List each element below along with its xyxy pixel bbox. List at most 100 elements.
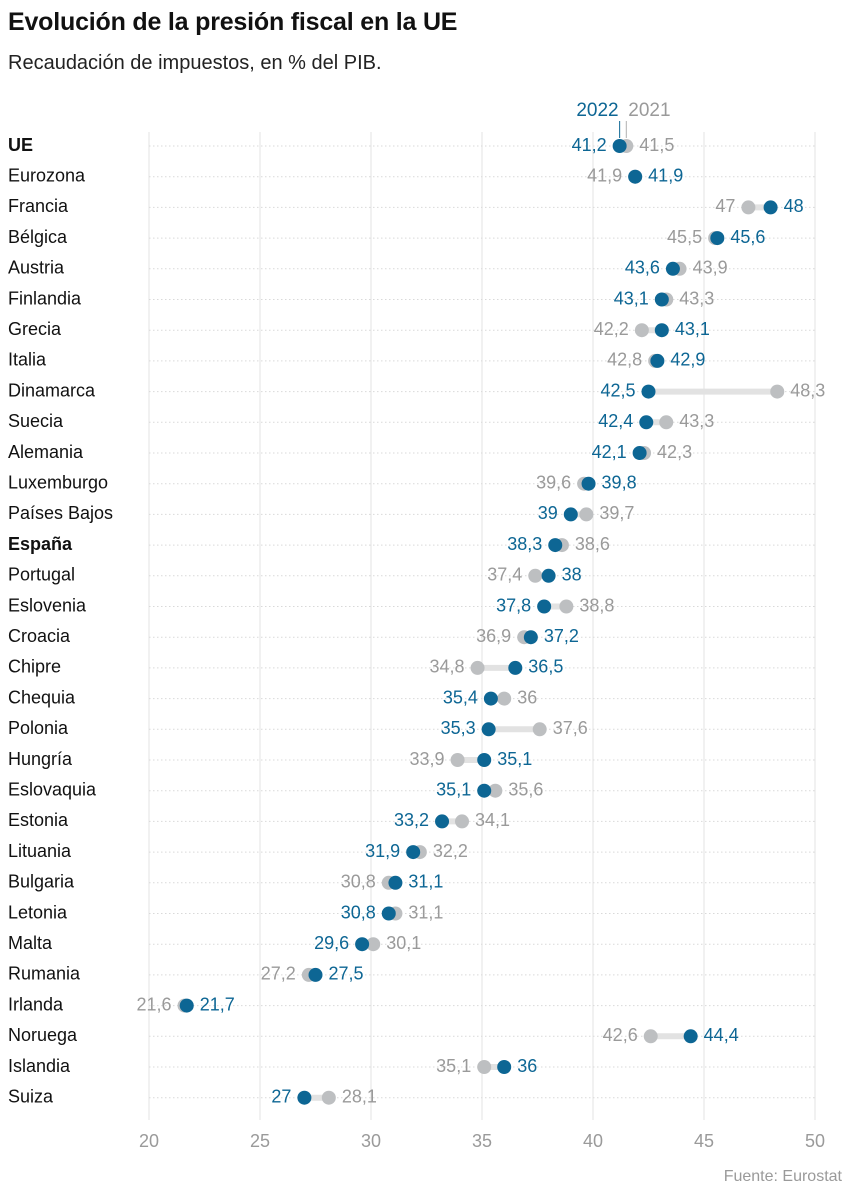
value-label-2022: 38,3 — [507, 534, 542, 554]
country-label: Suecia — [8, 411, 64, 431]
value-label-2022: 38 — [562, 565, 582, 585]
country-label: Chequia — [8, 687, 76, 707]
value-label-2022: 41,2 — [572, 135, 607, 155]
value-label-2021: 39,7 — [599, 503, 634, 523]
value-label-2021: 41,5 — [639, 135, 674, 155]
value-label-2022: 39,8 — [602, 472, 637, 492]
dot-2022 — [477, 753, 492, 767]
value-label-2022: 21,7 — [200, 994, 235, 1014]
value-label-2021: 43,3 — [679, 288, 714, 308]
dot-2022 — [654, 323, 669, 338]
country-label: Bélgica — [8, 227, 68, 247]
dot-2022 — [650, 353, 665, 368]
value-label-2022: 43,6 — [625, 258, 660, 278]
value-label-2022: 37,8 — [496, 595, 531, 615]
dot-2022 — [355, 937, 370, 952]
dot-2022 — [508, 660, 523, 675]
dot-2022 — [308, 967, 323, 982]
dot-2021 — [488, 783, 503, 798]
legend-2021: 2021 — [628, 100, 670, 121]
country-label: UE — [8, 135, 33, 155]
x-tick-label: 50 — [805, 1131, 825, 1151]
dot-2021 — [450, 753, 465, 767]
dot-2022 — [548, 538, 563, 553]
dot-2021 — [770, 384, 785, 399]
value-label-2022: 30,8 — [341, 902, 376, 922]
country-label: Letonia — [8, 902, 68, 922]
dot-2022 — [632, 446, 647, 460]
value-label-2021: 38,6 — [575, 534, 610, 554]
country-label: Alemania — [8, 442, 84, 462]
dot-2021 — [579, 507, 594, 522]
value-label-2021: 39,6 — [536, 472, 571, 492]
country-label: Países Bajos — [8, 503, 113, 523]
value-label-2021: 38,8 — [579, 595, 614, 615]
dot-2021 — [532, 722, 547, 737]
value-label-2021: 35,1 — [436, 1056, 471, 1076]
value-label-2021: 32,2 — [433, 841, 468, 861]
dot-2022 — [581, 476, 596, 491]
value-label-2021: 30,1 — [386, 933, 421, 953]
value-label-2021: 42,2 — [594, 319, 629, 339]
dot-2021 — [497, 691, 512, 706]
value-label-2022: 31,1 — [408, 872, 443, 892]
value-label-2021: 36 — [517, 687, 537, 707]
dot-2022 — [654, 292, 669, 307]
dot-2022 — [523, 630, 538, 645]
country-label: Rumania — [8, 964, 81, 984]
dot-2021 — [634, 323, 649, 338]
country-label: Irlanda — [8, 994, 64, 1014]
country-label: Bulgaria — [8, 872, 75, 892]
dot-2022 — [406, 845, 421, 860]
country-label: Lituania — [8, 841, 72, 861]
value-label-2021: 31,1 — [408, 902, 443, 922]
source-note: Fuente: Eurostat — [723, 1168, 842, 1185]
dot-2021 — [741, 200, 756, 215]
dot-2022 — [612, 139, 627, 153]
value-label-2022: 37,2 — [544, 626, 579, 646]
x-tick-label: 45 — [694, 1131, 714, 1151]
value-label-2021: 47 — [715, 196, 735, 216]
dot-2022 — [763, 200, 778, 215]
country-label: Estonia — [8, 810, 69, 830]
country-label: Portugal — [8, 565, 75, 585]
value-label-2022: 43,1 — [675, 319, 710, 339]
value-label-2022: 35,3 — [441, 718, 476, 738]
value-label-2021: 35,6 — [508, 779, 543, 799]
country-label: Hungría — [8, 749, 73, 769]
country-label: Chipre — [8, 657, 61, 677]
country-label: Croacia — [8, 626, 71, 646]
value-label-2021: 37,4 — [487, 565, 522, 585]
dot-2021 — [455, 814, 470, 829]
country-label: Noruega — [8, 1025, 78, 1045]
value-label-2022: 42,5 — [600, 380, 635, 400]
chart-title: Evolución de la presión fiscal en la UE — [8, 8, 458, 36]
value-label-2022: 33,2 — [394, 810, 429, 830]
country-label: Italia — [8, 350, 47, 370]
value-label-2022: 31,9 — [365, 841, 400, 861]
dot-2021 — [470, 660, 485, 675]
country-label: Polonia — [8, 718, 69, 738]
country-label: España — [8, 534, 73, 554]
value-label-2021: 45,5 — [667, 227, 702, 247]
value-label-2022: 42,4 — [598, 411, 633, 431]
value-label-2022: 45,6 — [730, 227, 765, 247]
value-label-2022: 42,1 — [592, 442, 627, 462]
x-tick-label: 40 — [583, 1131, 603, 1151]
dot-2022 — [381, 906, 396, 921]
chart-subtitle: Recaudación de impuestos, en % del PIB. — [8, 52, 382, 74]
country-label: Eslovenia — [8, 595, 87, 615]
dot-2021 — [366, 937, 381, 952]
country-label: Grecia — [8, 319, 62, 339]
value-label-2022: 44,4 — [704, 1025, 739, 1045]
value-label-2021: 37,6 — [553, 718, 588, 738]
value-label-2022: 36,5 — [528, 657, 563, 677]
value-label-2022: 35,1 — [436, 779, 471, 799]
value-label-2022: 27 — [271, 1086, 291, 1106]
value-label-2022: 35,1 — [497, 749, 532, 769]
dot-2022 — [710, 231, 725, 246]
dot-2022 — [541, 568, 556, 583]
dot-2022 — [639, 415, 654, 430]
value-label-2022: 39 — [538, 503, 558, 523]
dot-2021 — [559, 599, 574, 614]
